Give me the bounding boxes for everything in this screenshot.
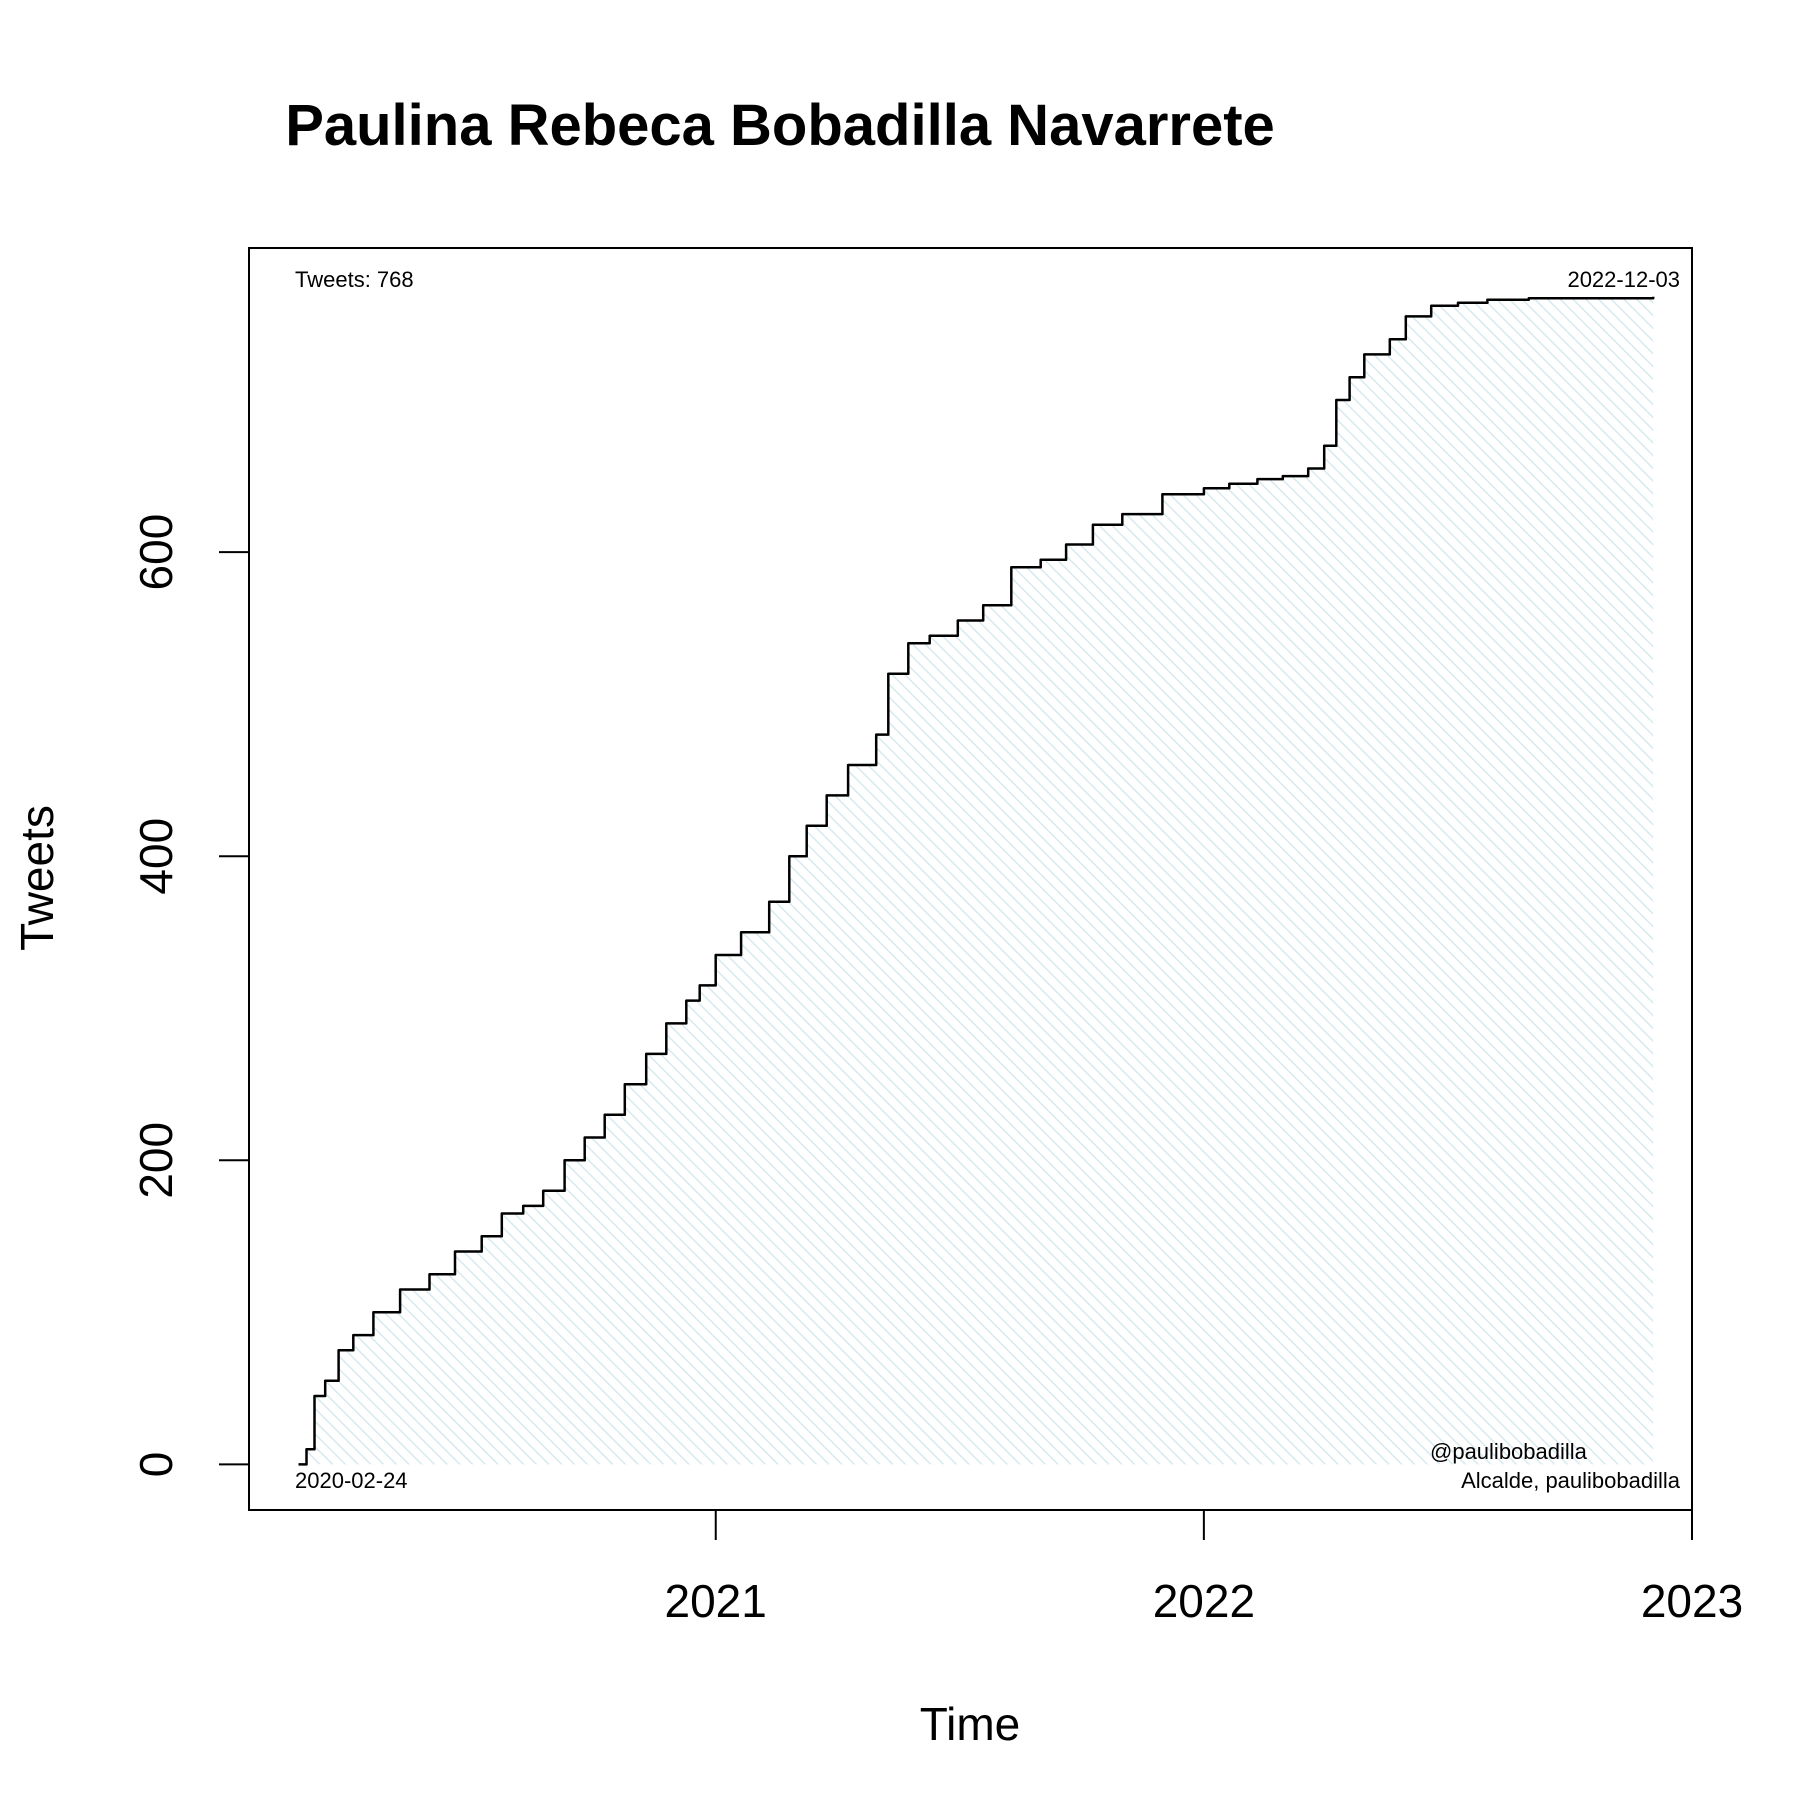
series-line [298, 296, 1655, 1466]
y-tick-label: 0 [130, 1452, 182, 1478]
end-date-note: 2022-12-03 [1567, 267, 1680, 292]
tweet-count-note: Tweets: 768 [295, 267, 414, 292]
x-tick-label: 2022 [1153, 1575, 1255, 1627]
x-tick-label: 2021 [665, 1575, 767, 1627]
plot-frame [248, 247, 1693, 1511]
x-axis-label: Time [920, 1698, 1021, 1750]
y-axis-label: Tweets [11, 805, 63, 951]
y-tick-label: 400 [130, 818, 182, 895]
x-axis: 2021 2022 2023 [665, 1510, 1743, 1627]
description-note: Alcalde, paulibobadilla [1461, 1468, 1681, 1493]
start-date-note: 2020-02-24 [295, 1468, 408, 1493]
handle-note: @paulibobadilla [1430, 1439, 1588, 1464]
y-tick-label: 200 [130, 1122, 182, 1199]
x-tick-label: 2023 [1641, 1575, 1743, 1627]
chart-title: Paulina Rebeca Bobadilla Navarrete [285, 93, 1275, 158]
y-axis: 0 200 400 600 [130, 514, 249, 1477]
series-area [298, 296, 1654, 1465]
y-tick-label: 600 [130, 514, 182, 591]
